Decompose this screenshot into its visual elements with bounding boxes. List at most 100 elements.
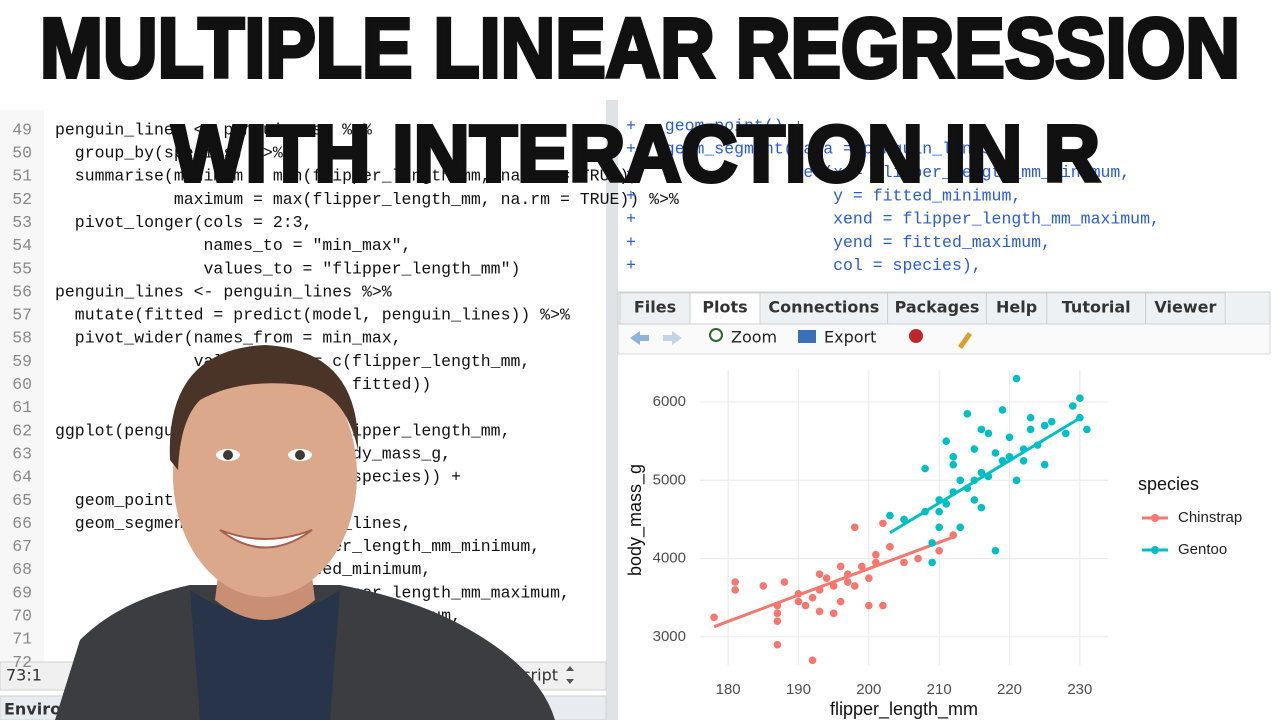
tab-label[interactable]: Files: [634, 298, 676, 317]
point: [857, 562, 866, 571]
point: [1061, 429, 1070, 438]
toolbar-button[interactable]: Export: [824, 328, 876, 347]
point: [808, 656, 817, 665]
point: [984, 429, 993, 438]
tab-label[interactable]: Help: [996, 298, 1037, 317]
point: [731, 586, 739, 594]
point: [815, 607, 824, 616]
pupil: [223, 450, 233, 460]
point: [1076, 394, 1084, 402]
point: [773, 617, 782, 625]
point: [731, 578, 739, 586]
point: [780, 578, 789, 586]
tab[interactable]: [1046, 292, 1147, 325]
console-prompt: +: [626, 140, 636, 159]
line-number: 55: [12, 259, 32, 278]
x-tick-label: 220: [997, 681, 1022, 698]
point: [773, 609, 782, 618]
line-number: 65: [12, 491, 32, 510]
point: [808, 593, 817, 602]
fit-line: [889, 416, 1081, 535]
console-prompt: +: [626, 256, 636, 275]
x-tick-label: 200: [856, 681, 881, 698]
point: [1012, 374, 1021, 383]
line-number: 72: [12, 653, 32, 672]
tab[interactable]: [759, 292, 889, 325]
point: [914, 554, 922, 563]
code-line: group_by(species) %>%: [55, 144, 283, 163]
line-number: 56: [12, 282, 32, 301]
line-number: 66: [12, 514, 32, 533]
y-tick-label: 3000: [653, 628, 686, 645]
point: [977, 425, 986, 434]
code-line: geom_point() +: [55, 491, 213, 510]
code-line: values_to = "flipper_length_mm"): [55, 259, 520, 278]
line-number: 70: [12, 607, 32, 626]
tab[interactable]: [887, 292, 987, 325]
code-line: mutate(fitted = predict(model, penguin_l…: [55, 306, 570, 325]
line-number: 59: [12, 352, 32, 371]
broom-icon[interactable]: [958, 332, 972, 349]
legend-title: species: [1138, 474, 1199, 494]
toolbar-button[interactable]: Zoom: [731, 328, 777, 347]
tab[interactable]: [985, 292, 1048, 325]
point: [850, 523, 859, 532]
title: MULTIPLE LINEAR REGRESSION: [40, 1, 1240, 95]
line-number: 69: [12, 583, 32, 602]
point: [900, 515, 908, 524]
tab-label[interactable]: Connections: [768, 298, 879, 317]
line-number: 52: [12, 190, 32, 209]
remove-icon[interactable]: [909, 329, 923, 343]
toolbar: [617, 323, 1271, 355]
code-line: names_to = "min_max",: [55, 236, 411, 255]
line-number: 53: [12, 213, 32, 232]
console-prompt: +: [626, 116, 636, 135]
point: [759, 582, 768, 590]
point: [991, 449, 1000, 457]
code-line: pivot_longer(cols = 2:3,: [55, 213, 312, 232]
console-line: yend = fitted_maximum,: [645, 233, 1051, 252]
dropdown-icon: [566, 666, 574, 684]
legend-key: [1151, 514, 1159, 522]
y-tick-label: 4000: [653, 550, 686, 567]
x-tick-label: 180: [716, 681, 741, 698]
tab[interactable]: [689, 292, 761, 325]
line-number: 71: [12, 630, 32, 649]
x-tick-label: 230: [1067, 681, 1092, 698]
line-number: 68: [12, 560, 32, 579]
tab-label[interactable]: Packages: [895, 298, 980, 317]
line-number: 54: [12, 236, 32, 255]
export-icon[interactable]: [798, 330, 816, 343]
point: [942, 500, 951, 508]
console-line: geom_segment(data = penguin_lines,: [645, 140, 1001, 159]
console-prompt: +: [626, 210, 636, 229]
tab-label[interactable]: Tutorial: [1062, 298, 1131, 317]
tab[interactable]: [619, 292, 691, 325]
fit-line: [713, 535, 954, 629]
point: [991, 546, 1000, 555]
point: [865, 574, 873, 582]
line-number: 62: [12, 421, 32, 440]
smile: [219, 529, 313, 549]
point: [1047, 417, 1056, 426]
subtitle: WITH INTERACTION IN R: [172, 109, 1100, 198]
console-line: geom_point() +: [645, 116, 803, 135]
line-number: 49: [12, 120, 32, 139]
content: + geom_point() + + geom_segment(data = pe…: [38, 0, 1242, 720]
point: [879, 601, 887, 610]
tab[interactable]: [1145, 292, 1226, 325]
tab-label[interactable]: Plots: [702, 298, 747, 317]
forward-arrow: [663, 331, 682, 345]
code-line: pivot_wider(names_from = min_max,: [55, 329, 402, 348]
point: [865, 601, 873, 610]
point: [942, 437, 951, 446]
tab-label[interactable]: Viewer: [1154, 298, 1216, 317]
gutter: [0, 110, 44, 662]
point: [977, 468, 986, 477]
point: [822, 574, 831, 582]
zoom-icon[interactable]: [709, 328, 723, 342]
point: [836, 562, 845, 571]
x-axis-label: flipper_length_mm: [830, 699, 978, 720]
point: [998, 406, 1007, 414]
